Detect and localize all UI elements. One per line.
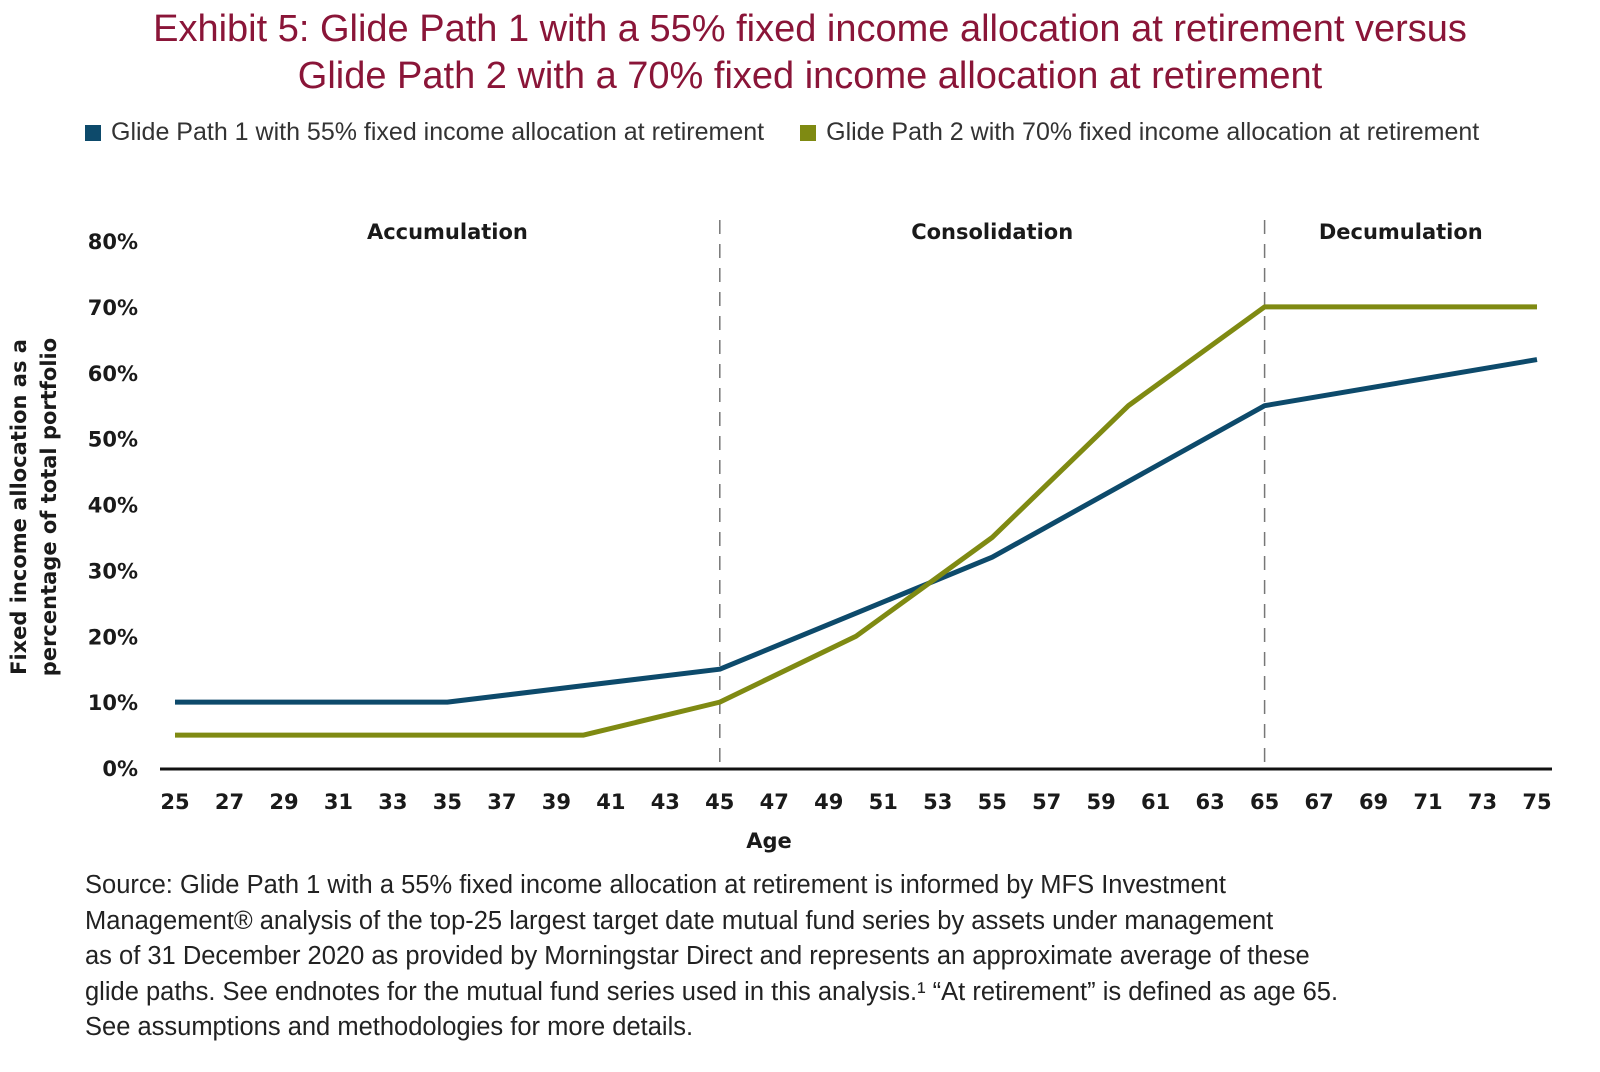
x-tick-label: 69: [1359, 790, 1388, 814]
legend-item-glide-path-1: Glide Path 1 with 55% fixed income alloc…: [85, 118, 764, 147]
x-tick-label: 27: [215, 790, 244, 814]
x-tick-label: 71: [1413, 790, 1442, 814]
x-tick-label: 73: [1468, 790, 1497, 814]
x-tick-label: 37: [487, 790, 516, 814]
x-tick-label: 67: [1304, 790, 1333, 814]
x-tick-label: 29: [269, 790, 298, 814]
legend-label-series-1: Glide Path 1 with 55% fixed income alloc…: [111, 118, 765, 146]
source-line: Management® analysis of the top-25 large…: [85, 906, 1274, 935]
x-tick-label: 35: [433, 790, 462, 814]
x-tick-label: 65: [1250, 790, 1279, 814]
source-line: glide paths. See endnotes for the mutual…: [85, 977, 1339, 1006]
y-tick-label: 50%: [88, 428, 138, 452]
x-axis-label: Age: [746, 829, 792, 853]
series-line-glide-path-2: [175, 304, 1537, 738]
series-line-glide-path-1: [175, 357, 1538, 705]
x-tick-label: 63: [1196, 790, 1225, 814]
phase-label: Accumulation: [367, 220, 528, 244]
title-line-1: Exhibit 5: Glide Path 1 with a 55% fixed…: [153, 8, 1467, 50]
source-line: See assumptions and methodologies for mo…: [85, 1013, 694, 1041]
source-note: Source: Glide Path 1 with a 55% fixed in…: [85, 868, 1338, 1046]
legend: Glide Path 1 with 55% fixed income alloc…: [85, 118, 1479, 147]
chart-title: Exhibit 5: Glide Path 1 with a 55% fixed…: [0, 6, 1600, 100]
y-tick-label: 80%: [88, 230, 138, 254]
x-tick-label: 31: [324, 790, 353, 814]
y-tick-label: 30%: [88, 559, 138, 583]
x-tick-label: 51: [869, 790, 898, 814]
x-tick-label: 43: [651, 790, 680, 814]
x-tick-label: 41: [596, 790, 625, 814]
phase-label: Decumulation: [1319, 220, 1483, 244]
x-tick-label: 45: [705, 790, 734, 814]
x-tick-label: 59: [1087, 790, 1116, 814]
source-line: as of 31 December 2020 as provided by Mo…: [85, 942, 1310, 970]
y-tick-label: 10%: [88, 691, 138, 715]
x-tick-label: 47: [760, 790, 789, 814]
source-line: Source: Glide Path 1 with a 55% fixed in…: [85, 871, 1226, 899]
legend-item-glide-path-2: Glide Path 2 with 70% fixed income alloc…: [800, 118, 1479, 147]
phase-label: Consolidation: [911, 220, 1073, 244]
y-axis-label-line-2: percentage of total portfolio: [37, 338, 61, 676]
x-tick-label: 25: [160, 790, 189, 814]
x-tick-label: 33: [378, 790, 407, 814]
title-line-2: Glide Path 2 with a 70% fixed income all…: [297, 55, 1323, 97]
y-tick-label: 0%: [102, 757, 138, 781]
x-tick-label: 61: [1141, 790, 1170, 814]
y-tick-label: 20%: [88, 625, 138, 649]
y-tick-label: 60%: [88, 362, 138, 386]
y-axis-label: Fixed income allocation as a percentage …: [7, 338, 61, 676]
x-tick-label: 75: [1522, 790, 1551, 814]
x-tick-label: 49: [814, 790, 843, 814]
legend-swatch-series-1: [85, 124, 101, 141]
x-tick-label: 39: [542, 790, 571, 814]
y-axis-label-line-1: Fixed income allocation as a: [7, 339, 31, 675]
x-tick-label: 53: [923, 790, 952, 814]
y-tick-label: 70%: [88, 296, 138, 320]
legend-label-series-2: Glide Path 2 with 70% fixed income alloc…: [826, 118, 1480, 146]
x-tick-label: 55: [978, 790, 1007, 814]
y-tick-label: 40%: [88, 494, 138, 518]
legend-swatch-series-2: [800, 124, 817, 141]
x-tick-label: 57: [1032, 790, 1061, 814]
